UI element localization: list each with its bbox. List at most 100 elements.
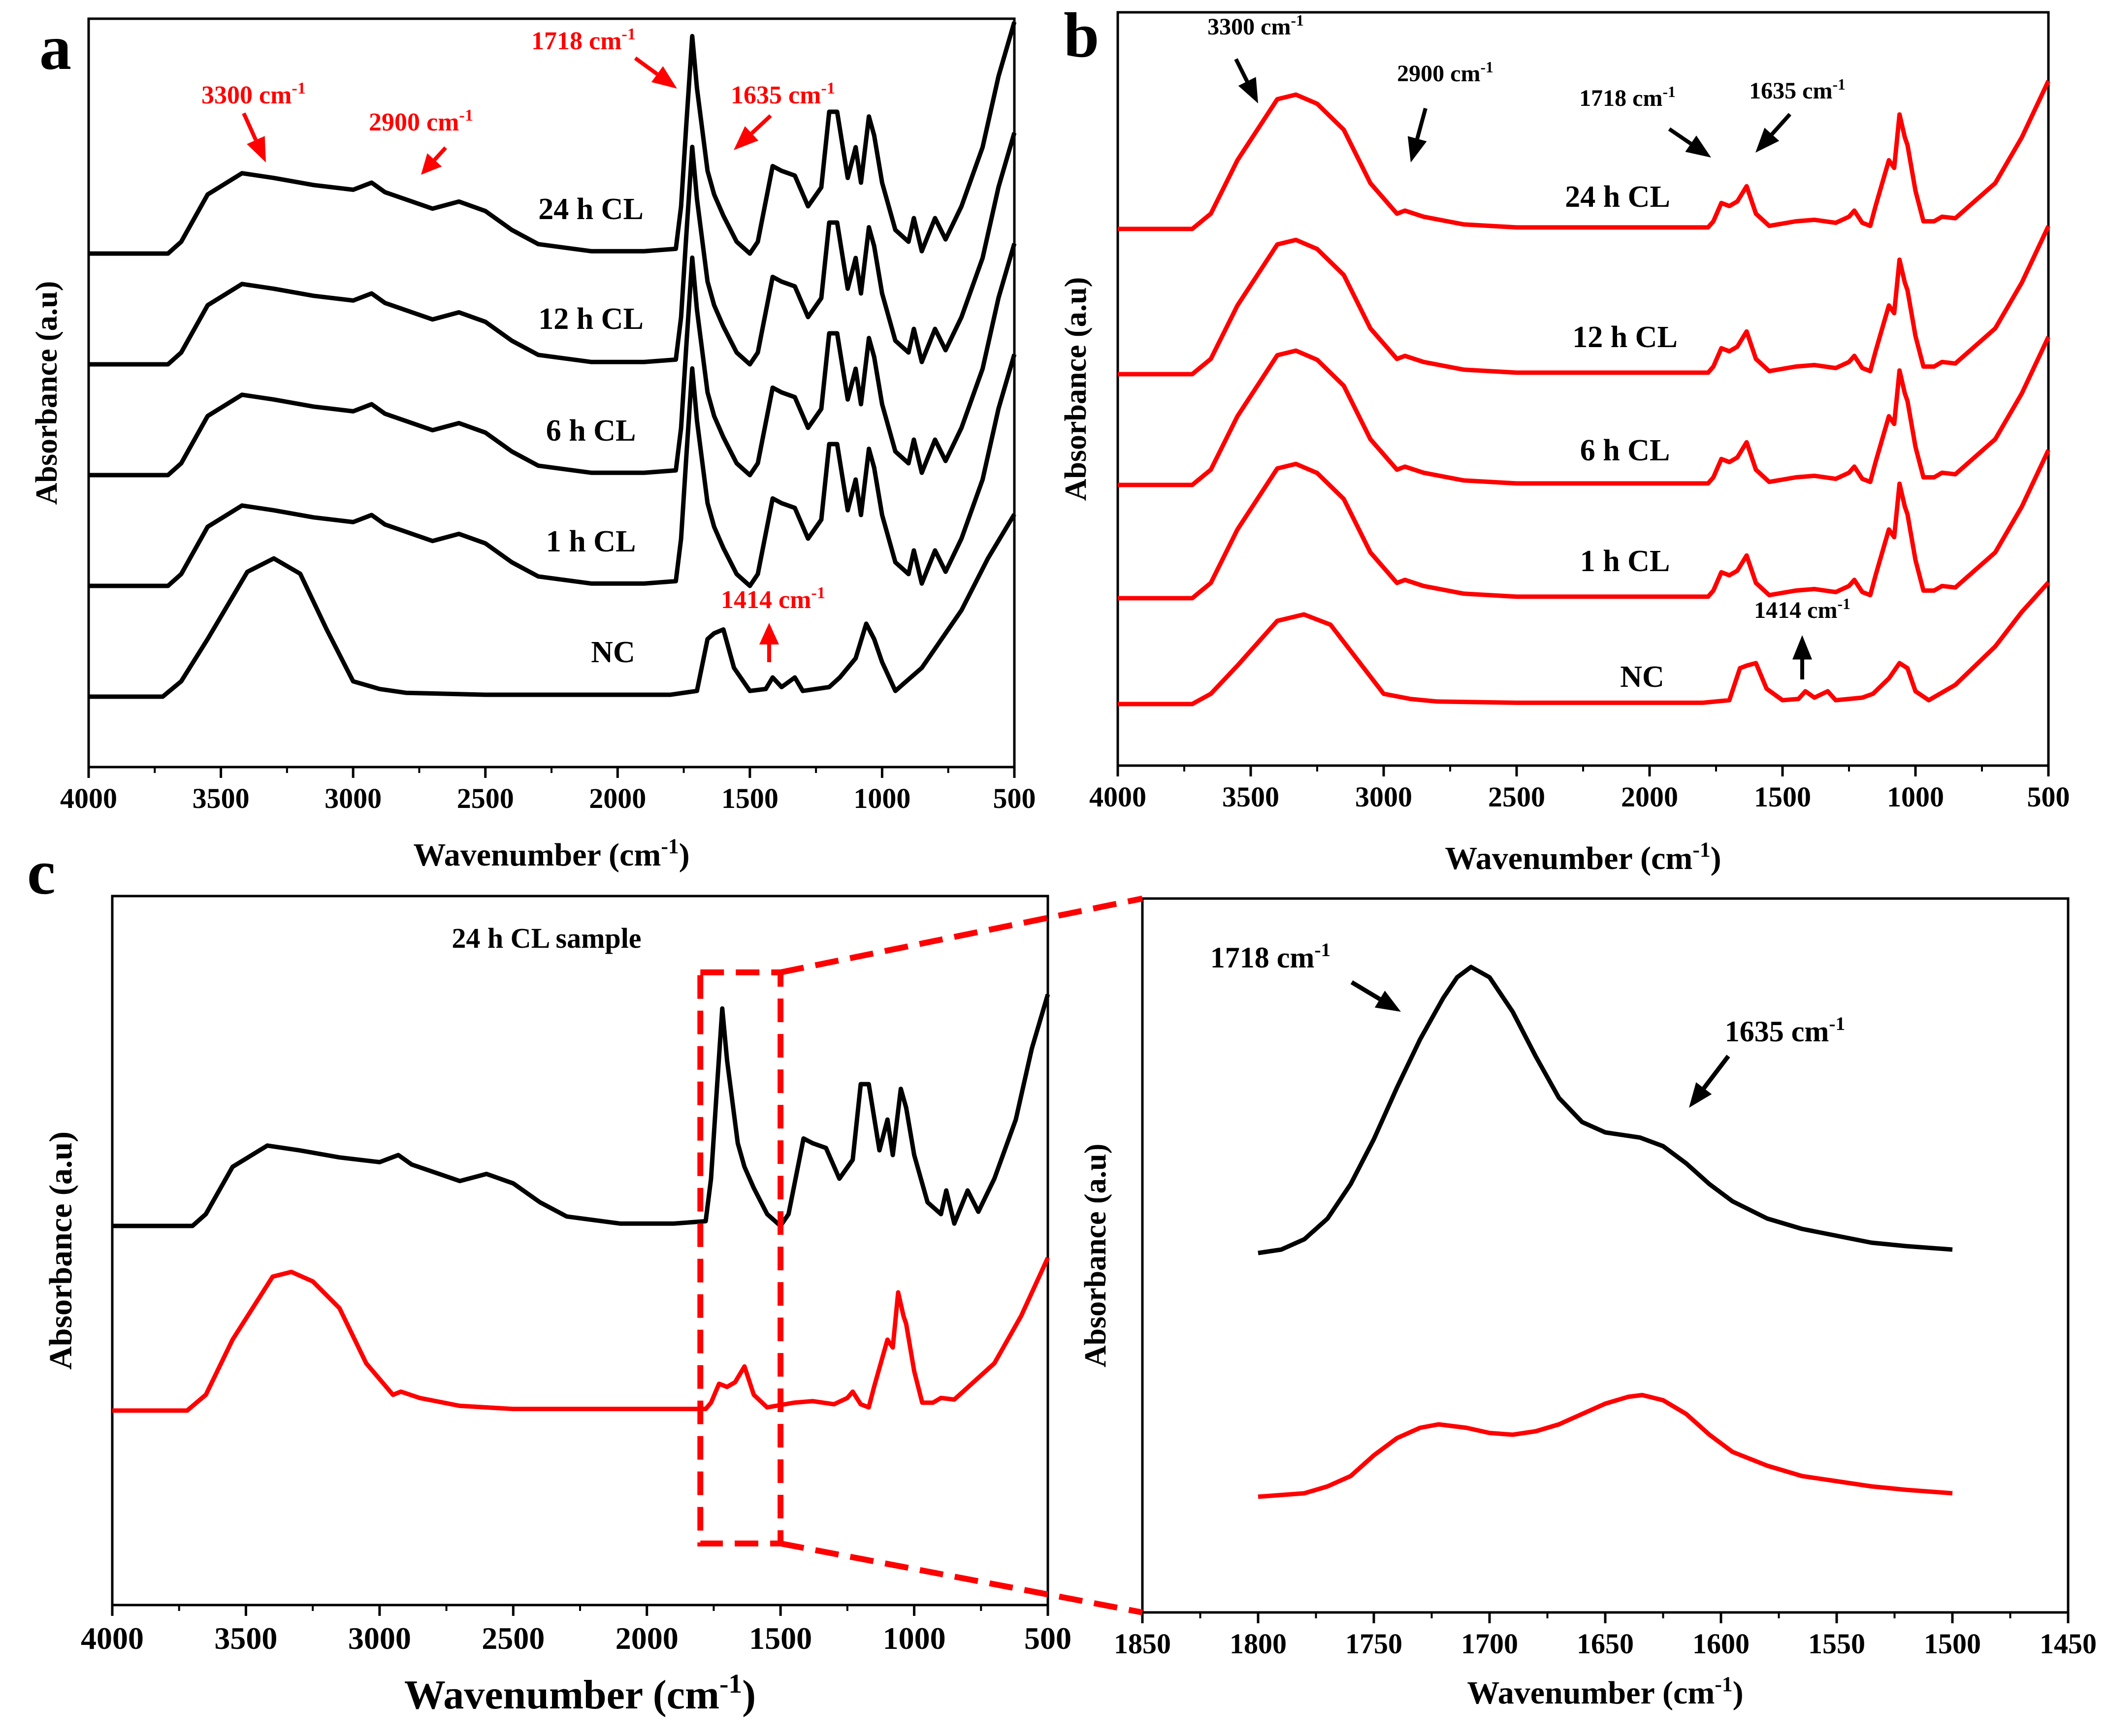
panel-a-annot-3300: 3300 cm-1 xyxy=(201,79,306,109)
panel-b-arrow-2900 xyxy=(1407,107,1427,162)
panel-a-arrow-1635 xyxy=(734,114,772,150)
annotations-layer: 3300 cm-1 2900 cm-1 1718 cm-1 1635 cm-1 1414… xyxy=(201,12,1850,1615)
axes-layer xyxy=(87,11,2070,1623)
x-tick-label: 1500 xyxy=(749,1621,812,1656)
x-tick-label: 2500 xyxy=(1488,781,1545,813)
panel-a-curve-label: 6 h CL xyxy=(546,414,636,448)
x-tick-label: 3500 xyxy=(193,782,250,814)
panel-b-curve-5 xyxy=(1118,580,2050,707)
panel-c-left-ylabel: Absorbance (a.u) xyxy=(43,1131,79,1370)
panel-b-ylabel: Absorbance (a.u) xyxy=(1059,277,1093,501)
panel-c-left-axes xyxy=(111,895,1049,1616)
x-tick-label: 1450 xyxy=(2040,1628,2097,1660)
panel-c-right-arrow-1718 xyxy=(1350,980,1401,1012)
panel-b-xlabel: Wavenumber (cm-1) xyxy=(1445,838,1721,876)
x-tick-label: 1500 xyxy=(1924,1628,1981,1660)
panel-a-curve-4 xyxy=(89,354,1017,588)
panel-b-axes xyxy=(1116,11,2050,776)
x-tick-label: 3500 xyxy=(214,1621,277,1656)
panel-a-axes xyxy=(87,17,1016,778)
panel-b-annot-1414: 1414 cm-1 xyxy=(1754,595,1850,623)
panel-b-curve-1 xyxy=(1118,80,2051,231)
zoom-connector-top xyxy=(779,896,1143,975)
panel-a-arrow-1718 xyxy=(634,56,677,89)
panel-b-arrow-3300 xyxy=(1234,58,1258,103)
x-tick-label: 4000 xyxy=(81,1621,144,1656)
panel-a-ylabel: Absorbance (a.u) xyxy=(30,281,64,505)
x-tick-label: 500 xyxy=(993,782,1036,814)
x-tick-label: 2000 xyxy=(616,1621,679,1656)
x-tick-label: 1000 xyxy=(883,1621,946,1656)
x-tick-label: 1000 xyxy=(853,782,910,814)
panel-a-curve-1 xyxy=(89,21,1017,256)
panel-b-curve-3 xyxy=(1118,336,2051,487)
panel-b-curve-2 xyxy=(1118,225,2051,377)
panel-c-letter: c xyxy=(27,837,56,908)
panel-a-annot-1718: 1718 cm-1 xyxy=(531,25,636,55)
panel-c-right-annot-1718: 1718 cm-1 xyxy=(1210,939,1331,974)
panel-a-arrow-1414 xyxy=(759,623,779,662)
panel-b-arrow-1718 xyxy=(1668,127,1711,158)
zoom-connector-bottom xyxy=(780,1541,1143,1615)
panel-b-annot-1635: 1635 cm-1 xyxy=(1749,76,1846,104)
x-tick-label: 1550 xyxy=(1808,1628,1865,1660)
x-tick-label: 1500 xyxy=(1754,781,1811,813)
x-tick-label: 2000 xyxy=(589,782,646,814)
panel-b-letter: b xyxy=(1064,0,1099,71)
text-layer: 4000 3500 3000 2500 2000 1500 1000 500 a Absorban… xyxy=(27,0,2097,1718)
x-tick-label: 1500 xyxy=(721,782,778,814)
panel-b-curve-label: 1 h CL xyxy=(1580,545,1670,578)
x-tick-label: 3000 xyxy=(348,1621,411,1656)
panel-c-right-curve-red xyxy=(1258,1393,1953,1499)
x-tick-label: 4000 xyxy=(1089,781,1146,813)
x-tick-label: 1600 xyxy=(1692,1628,1750,1660)
x-tick-label: 1650 xyxy=(1577,1628,1634,1660)
panel-b-annot-3300: 3300 cm-1 xyxy=(1207,12,1304,40)
panel-a-annot-1414: 1414 cm-1 xyxy=(721,583,825,614)
x-tick-label: 3000 xyxy=(1355,781,1412,813)
panel-a-xlabel: Wavenumber (cm-1) xyxy=(413,835,689,873)
x-tick-label: 500 xyxy=(2027,781,2070,813)
panel-b-annot-2900: 2900 cm-1 xyxy=(1397,59,1493,87)
panel-c-right-curve-black xyxy=(1258,964,1953,1255)
x-tick-label: 4000 xyxy=(60,782,117,814)
x-tick-label: 1000 xyxy=(1887,781,1944,813)
x-tick-label: 3500 xyxy=(1222,781,1279,813)
x-tick-label: 1800 xyxy=(1230,1628,1287,1660)
panel-a-arrow-2900 xyxy=(421,146,447,175)
panel-a-curve-label: 24 h CL xyxy=(538,193,644,226)
zoom-region-box xyxy=(697,969,784,1546)
x-tick-label: 2500 xyxy=(457,782,514,814)
panel-b-arrow-1414 xyxy=(1792,635,1812,679)
x-tick-label: 2000 xyxy=(1621,781,1678,813)
panel-c-left-curve-black xyxy=(112,994,1050,1228)
panel-b-annot-1718: 1718 cm-1 xyxy=(1579,83,1676,111)
panel-c-right-annot-1635: 1635 cm-1 xyxy=(1725,1013,1846,1048)
panel-b-arrow-1635 xyxy=(1755,113,1791,153)
panel-c-title: 24 h CL sample xyxy=(452,922,641,954)
panel-a-arrow-3300 xyxy=(242,112,266,162)
panel-c-right-arrow-1635 xyxy=(1689,1055,1730,1108)
panel-b-curve-label: NC xyxy=(1620,660,1664,694)
x-tick-label: 500 xyxy=(1024,1621,1071,1656)
panel-a-curve-2 xyxy=(89,132,1017,367)
panel-c-right-ylabel: Absorbance (a.u) xyxy=(1079,1144,1112,1368)
panel-a-curve-5 xyxy=(89,513,1016,699)
panel-b-curve-4 xyxy=(1118,449,2051,601)
panel-b-curve-label: 24 h CL xyxy=(1565,180,1670,214)
panel-a-letter: a xyxy=(39,12,71,83)
panel-c-right-xlabel: Wavenumber (cm-1) xyxy=(1467,1672,1743,1711)
panel-a-curve-label: 1 h CL xyxy=(546,525,636,558)
panel-b-curve-label: 12 h CL xyxy=(1572,321,1678,354)
panel-a-curve-label: 12 h CL xyxy=(538,302,644,336)
curves-layer xyxy=(89,21,2051,1499)
x-tick-label: 1700 xyxy=(1461,1628,1518,1660)
panel-c-left-curve-red xyxy=(112,1256,1050,1413)
panel-a-curve-label: NC xyxy=(591,636,635,669)
panel-a-annot-2900: 2900 cm-1 xyxy=(369,106,473,136)
panel-a-annot-1635: 1635 cm-1 xyxy=(731,79,835,109)
panel-c-left-xlabel: Wavenumber (cm-1) xyxy=(404,1669,756,1718)
x-tick-label: 1850 xyxy=(1114,1628,1171,1660)
panel-c-right-axes xyxy=(1141,897,2070,1623)
